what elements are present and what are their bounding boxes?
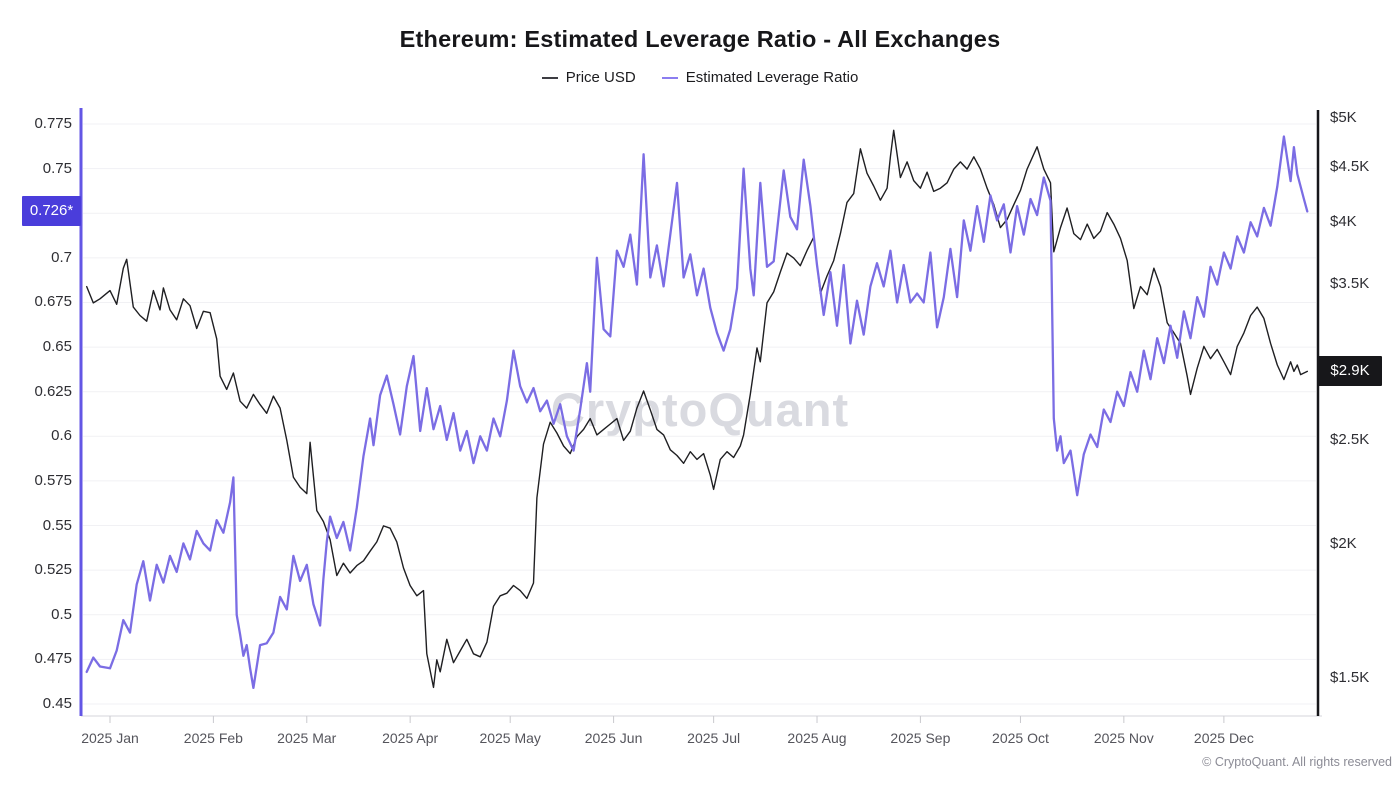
x-axis-month-label: 2025 Jan — [81, 730, 139, 746]
chart-title: Ethereum: Estimated Leverage Ratio - All… — [399, 26, 1001, 52]
y-axis-left-tick-label: 0.75 — [42, 159, 72, 177]
y-axis-left-tick-label: 0.575 — [34, 471, 72, 489]
y-axis-left-tick-label: 0.45 — [42, 695, 72, 712]
x-axis-month-label: 2025 Nov — [1093, 730, 1154, 746]
y-axis-left-tick-label: 0.55 — [42, 516, 72, 534]
footer-copyright: © CryptoQuant. All rights reserved — [1202, 755, 1392, 769]
leverage-legend-dash-icon — [661, 76, 678, 79]
legend-label-price: Price USD — [565, 69, 636, 86]
legend-item-price[interactable]: Price USD — [541, 69, 636, 86]
y-axis-right-tick-label: $4K — [1330, 212, 1357, 230]
x-axis-month-label: 2025 Jul — [687, 730, 741, 746]
price-legend-dash-icon — [541, 76, 558, 79]
y-axis-left-tick-label: 0.775 — [34, 115, 72, 132]
y-axis-right-tick-label: $5K — [1330, 109, 1357, 126]
current-price-badge: $2.9K — [1318, 356, 1382, 387]
y-axis-left-tick-label: 0.625 — [34, 382, 72, 400]
x-axis-month-label: 2025 Oct — [992, 730, 1049, 746]
price-line — [85, 129, 1309, 689]
current-leverage-badge: 0.726* — [22, 196, 81, 227]
y-axis-right-tick-label: $2K — [1330, 535, 1357, 553]
x-axis-month-label: 2025 Jun — [584, 730, 643, 746]
x-axis-month-label: 2025 Apr — [382, 730, 439, 746]
legend-item-leverage[interactable]: Estimated Leverage Ratio — [661, 69, 859, 86]
x-axis-month-label: 2025 Aug — [787, 730, 847, 746]
y-axis-right-tick-label: $3.5K — [1330, 274, 1370, 292]
x-axis-month-label: 2025 Feb — [183, 730, 243, 746]
x-axis-month-label: 2025 Mar — [277, 730, 337, 746]
y-axis-left-tick-label: 0.5 — [51, 605, 72, 623]
x-axis-month-label: 2025 Sep — [890, 730, 951, 746]
x-axis-month-label: 2025 Dec — [1193, 730, 1254, 746]
legend-label-leverage: Estimated Leverage Ratio — [685, 69, 859, 86]
y-axis-left-tick-label: 0.7 — [51, 248, 72, 266]
y-axis-left-tick-label: 0.675 — [34, 293, 72, 311]
x-axis-month-label: 2025 May — [479, 730, 541, 746]
y-axis-left-tick-label: 0.6 — [51, 427, 72, 445]
y-axis-right-tick-label: $1.5K — [1330, 669, 1370, 686]
legend: Price USD Estimated Leverage Ratio — [0, 69, 1400, 86]
y-axis-right-tick-label: $2.5K — [1330, 431, 1370, 449]
leverage-line — [85, 135, 1309, 690]
y-axis-left-tick-label: 0.65 — [42, 338, 72, 356]
y-axis-left-tick-label: 0.475 — [34, 650, 72, 668]
y-axis-left-tick-label: 0.525 — [34, 561, 72, 579]
y-axis-right-tick-label: $4.5K — [1330, 158, 1370, 175]
